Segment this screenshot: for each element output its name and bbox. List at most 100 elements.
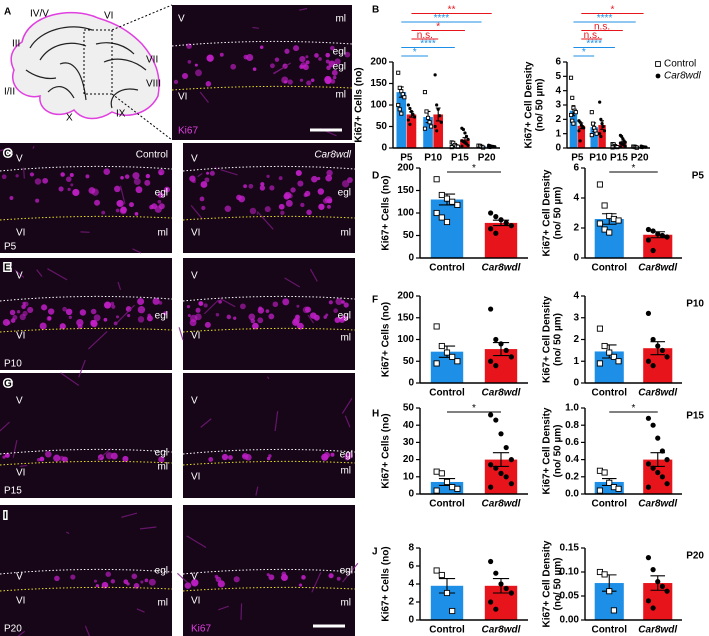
data-point (650, 228, 656, 234)
cell-signal (137, 306, 146, 314)
y-tick-label: 0.6 (565, 437, 579, 448)
cell-signal (54, 575, 60, 582)
data-point (406, 103, 410, 107)
x-tick-label: Control (429, 625, 465, 636)
image-label: ml (157, 462, 168, 473)
cell-signal (39, 322, 47, 330)
bar (423, 117, 433, 148)
y-tick-label: 150 (397, 185, 414, 196)
cell-signal (226, 314, 232, 320)
significance-label: **** (420, 39, 436, 50)
chart: 0 50 100 150 200 Ki67+ Cells (no) Control Car8w… (381, 163, 528, 274)
y-tick-label: 1 (573, 356, 579, 367)
significance-label: * (472, 163, 476, 174)
y-tick-label: 5 (555, 71, 561, 82)
y-tick-label: 6 (408, 561, 414, 572)
data-point (602, 129, 607, 133)
cell-signal (332, 75, 337, 80)
vessel (220, 298, 236, 308)
data-point (438, 470, 445, 477)
x-tick-label: Car8wdl (482, 263, 521, 274)
data-point (615, 217, 622, 224)
x-tick-label: Car8wdl (482, 625, 521, 636)
y-tick-label: 0.05 (560, 591, 580, 602)
data-point (645, 358, 652, 364)
bar (577, 125, 586, 148)
data-point (601, 202, 608, 209)
cell-signal (59, 323, 66, 330)
y-tick-label: 50 (403, 403, 415, 414)
x-tick-label: P10 (589, 153, 607, 164)
data-point (436, 107, 440, 111)
cell-signal (295, 169, 302, 177)
data-point (655, 343, 661, 349)
data-point (408, 106, 412, 111)
cell-signal (344, 455, 350, 461)
cell-signal (215, 313, 220, 317)
y-axis-label: (no/ 50 µm) (553, 558, 564, 611)
cell-signal (208, 457, 214, 462)
x-tick-label: Car8wdl (638, 388, 677, 399)
cell-signal (103, 168, 111, 175)
micrograph: V Car8wdl egl ml VI (182, 143, 356, 253)
cell-signal (227, 455, 233, 460)
cell-signal (62, 306, 67, 312)
y-tick-label: 0 (381, 143, 387, 154)
cell-signal (298, 583, 303, 587)
data-point (599, 134, 603, 139)
chart: 0 2 4 6 Ki67+ Cell Density (no/ 50 µm) Control… (542, 163, 705, 274)
vessel (132, 248, 142, 254)
vessel (342, 562, 359, 583)
data-point (598, 100, 602, 104)
significance-label: **** (586, 39, 602, 50)
cell-signal (249, 207, 257, 215)
cell-signal (67, 187, 71, 191)
vessel (12, 439, 18, 458)
x-tick-label: Control (429, 499, 465, 510)
cell-signal (90, 319, 98, 327)
cell-signal (137, 316, 145, 323)
data-point (443, 195, 451, 202)
data-point (503, 585, 509, 592)
cell-signal (94, 199, 101, 206)
cell-signal (88, 187, 96, 194)
data-point (650, 422, 656, 428)
micrograph-image (172, 5, 352, 140)
cell-signal (184, 582, 192, 589)
data-point (433, 323, 440, 330)
vessel (298, 7, 308, 11)
vessel (255, 486, 259, 496)
data-point (615, 358, 622, 365)
egl-border (0, 586, 173, 592)
y-axis-label: Ki67+ Cell Density (542, 296, 553, 383)
x-tick-label: Control (591, 263, 627, 274)
data-point (503, 220, 509, 226)
cell-signal (145, 173, 151, 179)
data-point (508, 481, 514, 487)
data-point (610, 607, 617, 614)
cell-signal (326, 65, 331, 71)
micrograph-image (0, 373, 172, 498)
data-point (645, 237, 652, 243)
cell-signal (15, 174, 19, 178)
cell-signal (126, 582, 130, 586)
cell-signal (154, 205, 162, 213)
cell-signal (344, 51, 351, 58)
zoom-box (83, 29, 113, 95)
vessel (220, 169, 238, 176)
significance-label: n.s. (417, 30, 433, 41)
zoom-line (111, 4, 173, 31)
chart-title: P10 (686, 299, 704, 310)
chart-title: P15 (686, 411, 704, 422)
y-axis-label: Ki67+ Cells (no) (381, 302, 392, 377)
x-tick-label: P15 (610, 153, 628, 164)
cell-signal (266, 573, 270, 577)
cell-signal (133, 178, 141, 186)
data-point (488, 599, 494, 605)
data-point (498, 470, 504, 476)
x-tick-label: P15 (451, 153, 469, 164)
data-point (664, 457, 670, 463)
micrograph-image (183, 373, 355, 498)
cell-signal (68, 315, 72, 319)
cell-signal (135, 186, 143, 194)
